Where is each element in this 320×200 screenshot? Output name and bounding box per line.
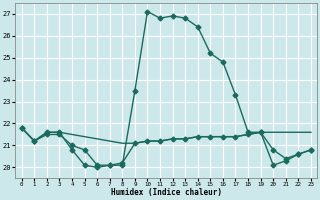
X-axis label: Humidex (Indice chaleur): Humidex (Indice chaleur) bbox=[111, 188, 222, 197]
